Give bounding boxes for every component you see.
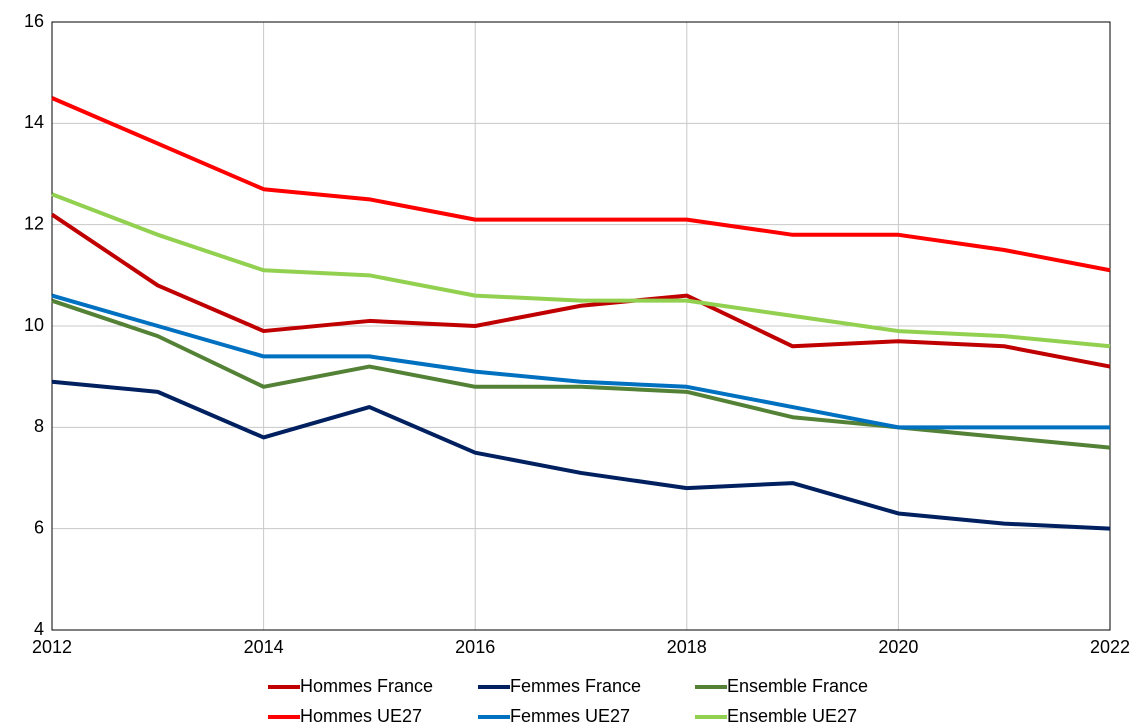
x-tick-label: 2016 bbox=[455, 637, 495, 657]
legend-label: Ensemble France bbox=[727, 676, 868, 696]
x-tick-label: 2018 bbox=[667, 637, 707, 657]
series-line bbox=[51, 379, 1111, 531]
y-tick-label: 14 bbox=[24, 112, 44, 132]
plot-border bbox=[51, 21, 1111, 631]
legend-label: Ensemble UE27 bbox=[727, 706, 857, 726]
series-line bbox=[51, 192, 1111, 349]
series-line bbox=[51, 293, 1110, 430]
legend-label: Femmes France bbox=[510, 676, 641, 696]
legend-label: Hommes France bbox=[300, 676, 433, 696]
y-tick-label: 12 bbox=[24, 213, 44, 233]
legend-label: Hommes UE27 bbox=[300, 706, 422, 726]
y-tick-label: 8 bbox=[34, 416, 44, 436]
x-tick-label: 2022 bbox=[1090, 637, 1130, 657]
series-line bbox=[50, 212, 1111, 369]
x-tick-label: 2014 bbox=[244, 637, 284, 657]
series-line bbox=[51, 96, 1111, 273]
x-tick-label: 2020 bbox=[878, 637, 918, 657]
x-tick-label: 2012 bbox=[32, 637, 72, 657]
legend-label: Femmes UE27 bbox=[510, 706, 630, 726]
y-tick-label: 10 bbox=[24, 315, 44, 335]
y-tick-label: 16 bbox=[24, 11, 44, 31]
y-tick-label: 4 bbox=[34, 619, 44, 639]
y-tick-label: 6 bbox=[34, 517, 44, 537]
series-line bbox=[51, 298, 1111, 450]
